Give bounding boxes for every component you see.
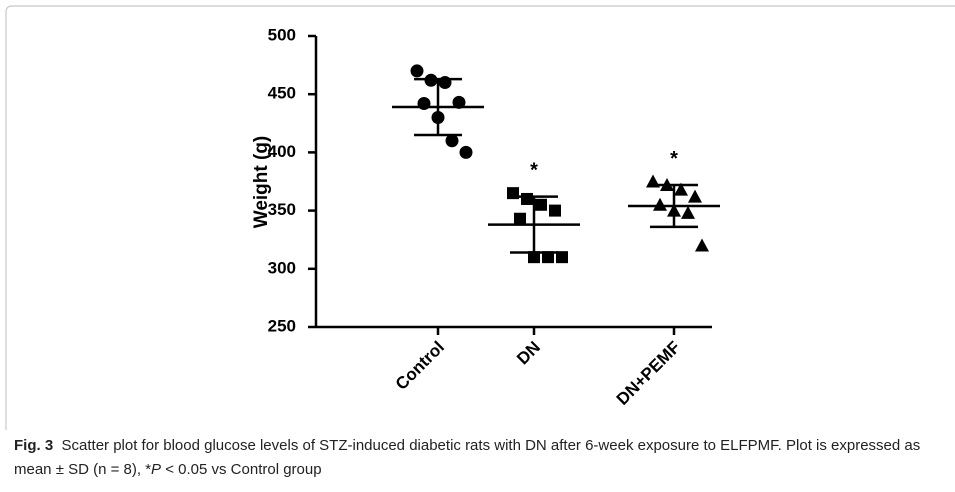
point xyxy=(556,251,568,264)
point xyxy=(535,198,547,211)
caption-text: < 0.05 vs Control group xyxy=(161,461,322,478)
point xyxy=(459,145,473,159)
point xyxy=(514,212,526,225)
y-tick-label: 300 xyxy=(268,258,296,277)
significance-mark: * xyxy=(670,148,678,170)
point xyxy=(528,251,540,264)
x-tick-label: DN+PEMF xyxy=(613,338,684,409)
point xyxy=(549,204,561,217)
point xyxy=(542,251,554,264)
y-axis-label: Weight (g) xyxy=(251,136,272,229)
caption-label: Fig. 3 xyxy=(14,437,54,454)
point xyxy=(653,197,667,211)
point xyxy=(681,205,695,219)
y-tick-label: 500 xyxy=(268,25,296,44)
point xyxy=(452,95,466,109)
point xyxy=(410,64,424,78)
point xyxy=(445,134,459,148)
point xyxy=(674,182,688,196)
y-tick-label: 450 xyxy=(268,84,296,103)
frame xyxy=(5,5,955,430)
chart: Weight (g) 250 300 350 400 450 500 Control DN DN… xyxy=(5,5,955,430)
point xyxy=(695,238,709,252)
caption: Fig. 3 Scatter plot for blood glucose le… xyxy=(14,434,944,482)
y-tick-label: 400 xyxy=(268,142,296,161)
point xyxy=(521,192,533,205)
y-tick-label: 350 xyxy=(268,200,296,219)
y-tick-label: 250 xyxy=(268,316,296,335)
caption-italic: P xyxy=(151,461,162,478)
x-tick-label: DN xyxy=(513,338,544,369)
point xyxy=(688,189,702,203)
caption-text: Scatter plot for blood glucose levels of… xyxy=(14,437,921,478)
significance-mark: * xyxy=(530,159,538,181)
x-tick-label: Control xyxy=(392,338,448,394)
